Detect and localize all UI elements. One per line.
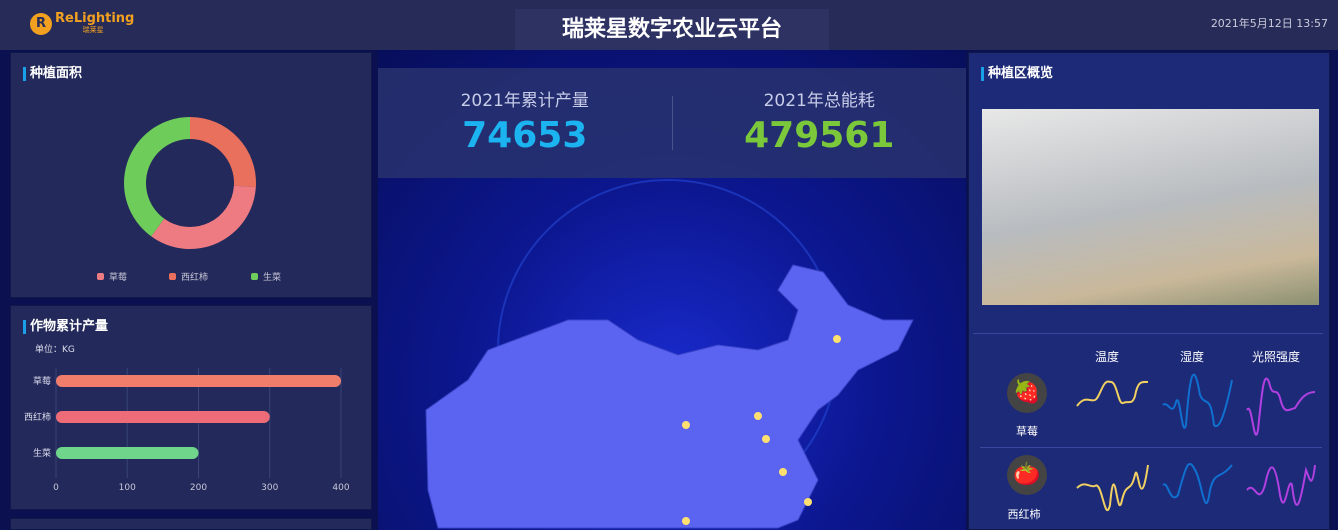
planting-area-panel: 种植面积 草莓 西红柿 生菜 bbox=[10, 52, 372, 298]
logo: R ReLighting 瑞莱星 bbox=[30, 11, 135, 35]
divider bbox=[973, 333, 1323, 334]
temperature-sparkline bbox=[1076, 380, 1149, 407]
donut-slice[interactable] bbox=[123, 117, 190, 237]
temperature-sparkline bbox=[1076, 464, 1149, 511]
stat-value: 74653 bbox=[462, 115, 588, 156]
light-sparkline bbox=[1246, 464, 1316, 506]
page-title: 瑞莱星数字农业云平台 bbox=[515, 9, 829, 51]
panel-title: 种植区概览 bbox=[981, 67, 1053, 81]
divider bbox=[671, 96, 673, 150]
column-header: 光照强度 bbox=[1252, 350, 1301, 364]
bar[interactable] bbox=[56, 375, 341, 387]
map-markers bbox=[682, 335, 841, 525]
legend-item[interactable]: 生菜 bbox=[251, 270, 281, 283]
legend-label: 西红柿 bbox=[181, 273, 209, 283]
map-shape bbox=[425, 264, 914, 529]
donut-slice[interactable] bbox=[151, 185, 256, 250]
x-tick-label: 400 bbox=[332, 483, 349, 493]
map-marker[interactable] bbox=[754, 412, 762, 420]
stat-energy: 2021年总能耗 479561 bbox=[673, 68, 967, 178]
panel-title: 作物累计产量 bbox=[23, 320, 108, 334]
logo-sub: 瑞莱星 bbox=[82, 26, 104, 34]
stat-label: 2021年总能耗 bbox=[763, 91, 875, 111]
x-tick-label: 300 bbox=[261, 483, 278, 493]
y-tick-label: 草莓 bbox=[33, 375, 51, 387]
donut-chart bbox=[123, 117, 256, 250]
unit-label: 单位：KG bbox=[35, 345, 75, 355]
humidity-sparkline bbox=[1162, 373, 1233, 429]
legend-item[interactable]: 西红柿 bbox=[169, 270, 208, 283]
map-marker[interactable] bbox=[762, 435, 770, 443]
x-tick-label: 200 bbox=[190, 483, 207, 493]
stats-bar: 2021年累计产量 74653 2021年总能耗 479561 bbox=[378, 68, 966, 178]
map-area: 2021年累计产量 74653 2021年总能耗 479561 bbox=[378, 50, 966, 530]
column-header: 湿度 bbox=[1180, 350, 1205, 364]
humidity-sparkline bbox=[1162, 463, 1233, 505]
legend-swatch bbox=[97, 273, 104, 280]
logo-icon: R bbox=[30, 13, 52, 35]
x-tick-label: 0 bbox=[53, 483, 59, 493]
column-header: 温度 bbox=[1095, 350, 1120, 364]
bar[interactable] bbox=[56, 411, 270, 423]
crop-name: 草莓 bbox=[1016, 425, 1038, 438]
donut-slice[interactable] bbox=[190, 117, 256, 188]
top-bar: R ReLighting 瑞莱星 瑞莱星数字农业云平台 2021年5月12日 13… bbox=[0, 0, 1338, 51]
map-marker[interactable] bbox=[779, 468, 787, 476]
legend-label: 草莓 bbox=[109, 273, 128, 283]
legend-swatch bbox=[251, 273, 258, 280]
light-sparkline bbox=[1246, 377, 1316, 436]
divider bbox=[980, 447, 1322, 448]
crop-name: 西红柿 bbox=[1007, 508, 1041, 521]
map-marker[interactable] bbox=[804, 498, 812, 506]
y-tick-label: 西红柿 bbox=[24, 411, 51, 423]
legend-swatch bbox=[169, 273, 176, 280]
stat-value: 479561 bbox=[744, 115, 895, 156]
sparklines bbox=[1076, 373, 1316, 511]
stat-label: 2021年累计产量 bbox=[460, 91, 589, 111]
bar[interactable] bbox=[56, 447, 199, 459]
datetime: 2021年5月12日 13:57 bbox=[1210, 17, 1328, 30]
map-marker[interactable] bbox=[682, 421, 690, 429]
lower-panel bbox=[10, 518, 372, 530]
map-marker[interactable] bbox=[682, 517, 690, 525]
map-marker[interactable] bbox=[833, 335, 841, 343]
legend-label: 生菜 bbox=[263, 273, 282, 283]
greenhouse-photo[interactable] bbox=[982, 109, 1319, 305]
legend-item[interactable]: 草莓 bbox=[97, 270, 127, 283]
logo-text: ReLighting bbox=[55, 11, 135, 26]
china-map[interactable] bbox=[378, 50, 966, 530]
yield-panel: 作物累计产量 单位：KG 0 100 200 300 400 草莓西红柿生菜 bbox=[10, 305, 372, 510]
strawberry-icon: 🍓 bbox=[1007, 373, 1047, 413]
stat-yield: 2021年累计产量 74653 bbox=[378, 68, 672, 178]
x-tick-label: 100 bbox=[119, 483, 136, 493]
panel-title: 种植面积 bbox=[23, 67, 82, 81]
y-tick-label: 生菜 bbox=[33, 447, 51, 459]
tomato-icon: 🍅 bbox=[1007, 455, 1047, 495]
